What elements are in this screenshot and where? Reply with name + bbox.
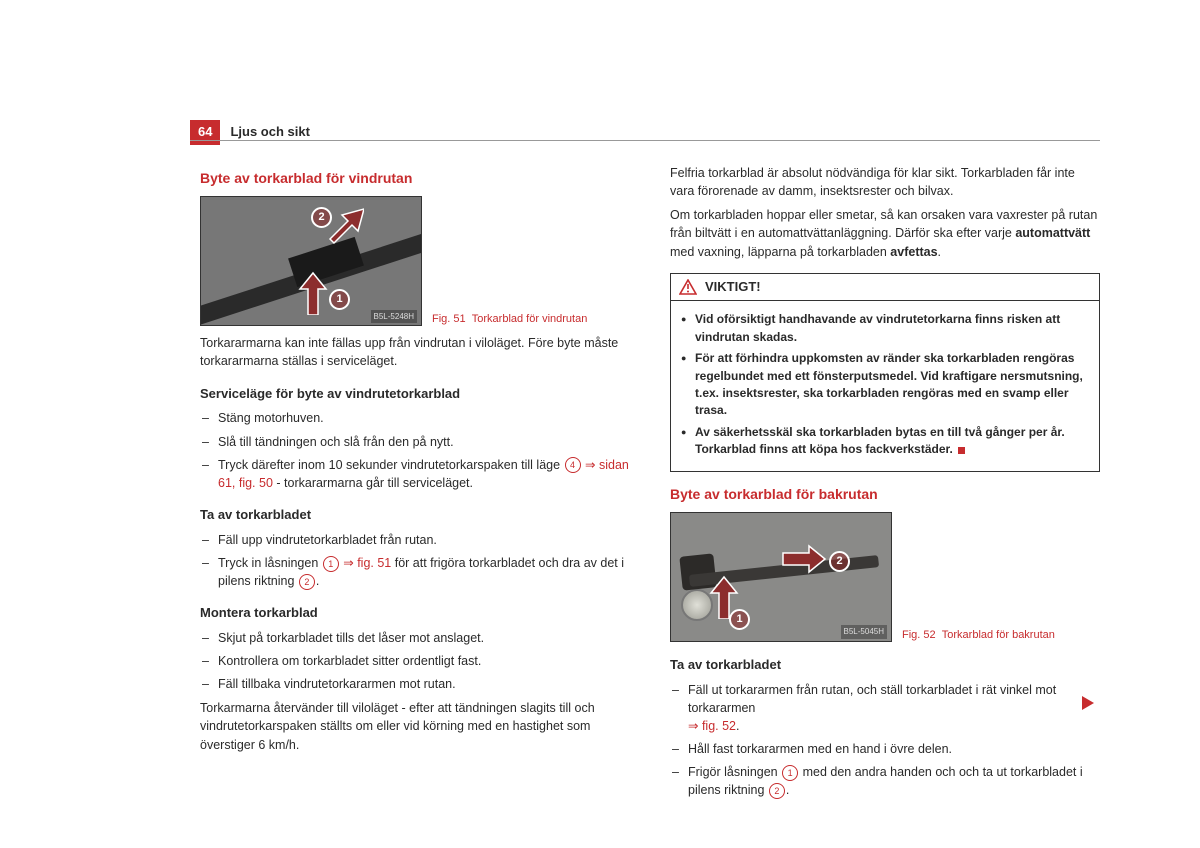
fig-text: Torkarblad för bakrutan — [942, 629, 1055, 641]
arrow-icon: ⇒ — [688, 719, 702, 733]
remove-steps: Fäll upp vindrutetorkarbladet från rutan… — [200, 531, 630, 590]
figure-52-image: 1 2 B5L-5045H — [670, 512, 892, 642]
list-item: Håll fast torkararmen med en hand i övre… — [670, 740, 1100, 758]
header-rule — [190, 140, 1100, 141]
list-item: Stäng motorhuven. — [200, 409, 630, 427]
bold-text: automattvätt — [1015, 226, 1090, 240]
figure-51-caption: Fig. 51 Torkarblad för vindrutan — [432, 312, 587, 326]
warning-item: För att förhindra uppkomsten av ränder s… — [681, 350, 1089, 420]
heading-service: Serviceläge för byte av vindrutetorkarbl… — [200, 385, 630, 404]
warning-box: VIKTIGT! Vid oförsiktigt handhavande av … — [670, 273, 1100, 472]
text: Frigör låsningen — [688, 765, 781, 779]
remove-rear-steps: Fäll ut torkararmen från rutan, och stäl… — [670, 681, 1100, 800]
warning-title: VIKTIGT! — [705, 278, 761, 297]
fig-ref: fig. 50 — [239, 476, 273, 490]
text: - torkararmarna går till serviceläget. — [273, 476, 473, 490]
warning-item: Av säkerhetsskäl ska torkarbladen bytas … — [681, 424, 1089, 459]
warning-triangle-icon — [679, 279, 697, 295]
fig-label: Fig. 52 — [902, 629, 936, 641]
arrow-icon: ⇒ — [343, 556, 357, 570]
figure-51: 2 1 B5L-5248H Fig. 51 Torkarblad för vin… — [200, 196, 630, 326]
marker-2: 2 — [829, 551, 850, 572]
outro-para: Torkarmarna återvänder till viloläget - … — [200, 699, 630, 753]
content-columns: Byte av torkarblad för vindrutan 2 1 B5L… — [200, 158, 1100, 804]
ref-circle-1: 1 — [782, 765, 798, 781]
text: Fäll ut torkararmen från rutan, och stäl… — [688, 683, 1056, 715]
text: Tryck in låsningen — [218, 556, 322, 570]
heading-remove: Ta av torkarbladet — [200, 506, 630, 525]
list-item: Slå till tändningen och slå från den på … — [200, 433, 630, 451]
intro-para: Torkararmarna kan inte fällas upp från v… — [200, 334, 630, 370]
manual-page: 64 Ljus och sikt Byte av torkarblad för … — [0, 0, 1200, 848]
heading-windshield: Byte av torkarblad för vindrutan — [200, 168, 630, 188]
continuation-arrow-icon — [1082, 696, 1094, 710]
heading-rear: Byte av torkarblad för bakrutan — [670, 484, 1100, 504]
text: med vaxning, läpparna på torkarbladen — [670, 245, 890, 259]
warning-header: VIKTIGT! — [671, 274, 1099, 302]
fig-text: Torkarblad för vindrutan — [472, 313, 588, 325]
ref-circle-1: 1 — [323, 556, 339, 572]
warning-body: Vid oförsiktigt handhavande av vindrutet… — [671, 301, 1099, 470]
left-column: Byte av torkarblad för vindrutan 2 1 B5L… — [200, 158, 630, 804]
list-item: Frigör låsningen 1 med den andra handen … — [670, 763, 1100, 799]
figure-51-image: 2 1 B5L-5248H — [200, 196, 422, 326]
list-item: Kontrollera om torkarbladet sitter orden… — [200, 652, 630, 670]
marker-1: 1 — [729, 609, 750, 630]
heading-remove-rear: Ta av torkarbladet — [670, 656, 1100, 675]
figure-51-code: B5L-5248H — [371, 310, 417, 324]
mount-steps: Skjut på torkarbladet tills det låser mo… — [200, 629, 630, 693]
list-item: Tryck in låsningen 1 ⇒ fig. 51 för att f… — [200, 554, 630, 590]
page-number-badge: 64 — [190, 120, 220, 145]
end-marker-icon — [958, 447, 965, 454]
para: Om torkarbladen hoppar eller smetar, så … — [670, 206, 1100, 260]
list-item: Fäll upp vindrutetorkarbladet från rutan… — [200, 531, 630, 549]
arrow-icon: ⇒ — [585, 458, 599, 472]
service-steps: Stäng motorhuven. Slå till tändningen oc… — [200, 409, 630, 492]
figure-52-caption: Fig. 52 Torkarblad för bakrutan — [902, 628, 1055, 642]
list-item: Tryck därefter inom 10 sekunder vindrute… — [200, 456, 630, 492]
warning-item: Vid oförsiktigt handhavande av vindrutet… — [681, 311, 1089, 346]
list-item: Fäll tillbaka vindrutetorkararmen mot ru… — [200, 675, 630, 693]
list-item: Fäll ut torkararmen från rutan, och stäl… — [670, 681, 1100, 735]
para: Felfria torkarblad är absolut nödvändiga… — [670, 164, 1100, 200]
text: Tryck därefter inom 10 sekunder vindrute… — [218, 458, 564, 472]
ref-circle-2: 2 — [769, 783, 785, 799]
figure-52-code: B5L-5045H — [841, 625, 887, 639]
list-item: Skjut på torkarbladet tills det låser mo… — [200, 629, 630, 647]
ref-circle-4: 4 — [565, 457, 581, 473]
heading-mount: Montera torkarblad — [200, 604, 630, 623]
fig-ref: fig. 52 — [702, 719, 736, 733]
right-column: Felfria torkarblad är absolut nödvändiga… — [670, 158, 1100, 804]
figure-52: 1 2 B5L-5045H Fig. 52 Torkarblad för bak… — [670, 512, 1100, 642]
ref-circle-2: 2 — [299, 574, 315, 590]
page-header: 64 Ljus och sikt — [190, 120, 1100, 145]
bold-text: avfettas — [890, 245, 937, 259]
fig-ref: fig. 51 — [357, 556, 391, 570]
marker-1: 1 — [329, 289, 350, 310]
fig-label: Fig. 51 — [432, 313, 466, 325]
text: Av säkerhetsskäl ska torkarbladen bytas … — [695, 425, 1065, 456]
